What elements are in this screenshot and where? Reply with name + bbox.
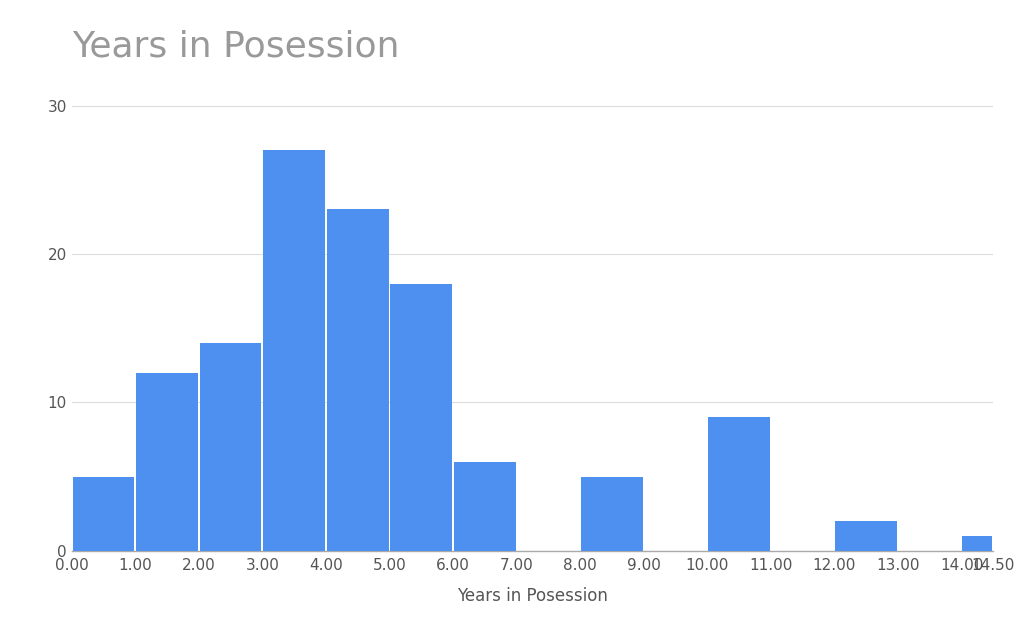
Text: Years in Posession: Years in Posession bbox=[72, 30, 399, 63]
Bar bbox=[581, 477, 643, 551]
Bar bbox=[327, 210, 388, 551]
X-axis label: Years in Posession: Years in Posession bbox=[457, 587, 608, 605]
Bar bbox=[200, 343, 261, 551]
Bar bbox=[709, 417, 770, 551]
Bar bbox=[136, 373, 198, 551]
Bar bbox=[454, 461, 516, 551]
Bar bbox=[963, 536, 992, 551]
Bar bbox=[73, 477, 134, 551]
Bar bbox=[263, 150, 325, 551]
Bar bbox=[390, 284, 452, 551]
Bar bbox=[836, 521, 897, 551]
